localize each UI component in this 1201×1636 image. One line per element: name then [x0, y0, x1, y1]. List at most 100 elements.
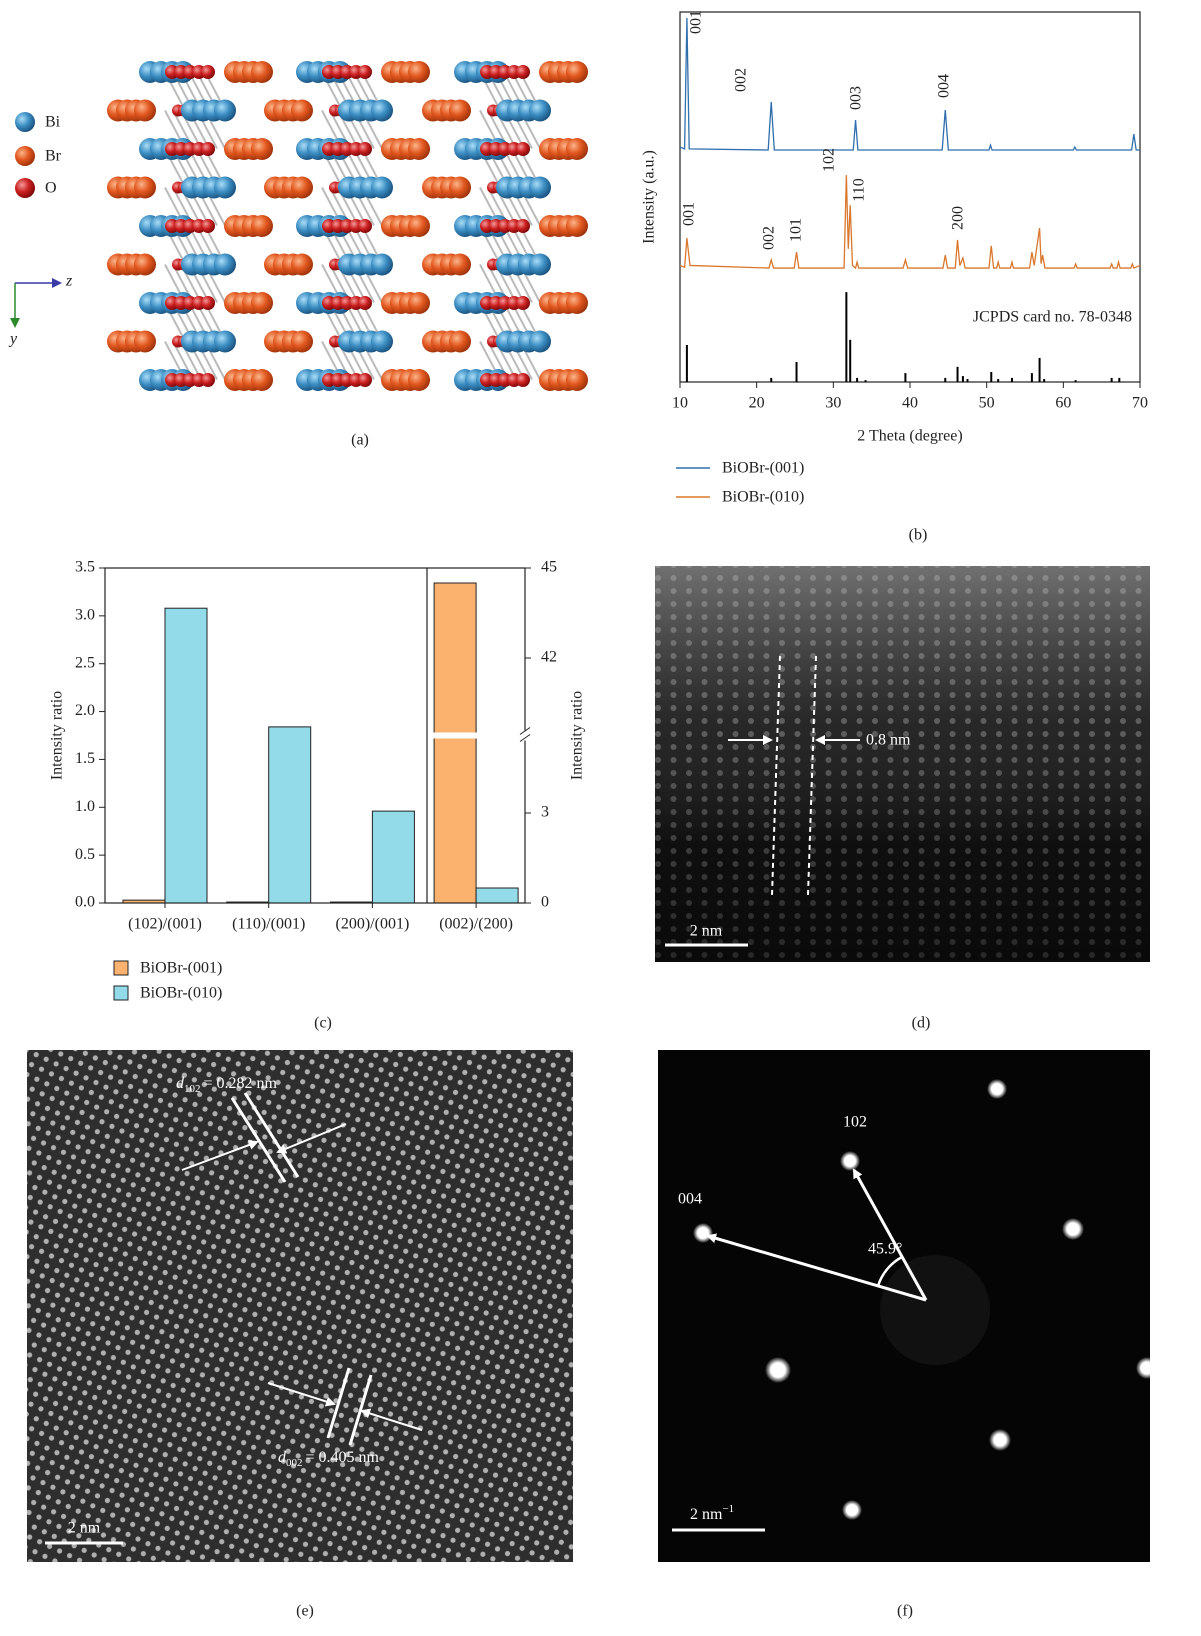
- spacing-label: 0.8 nm: [866, 732, 911, 749]
- y-tick-label: 2.0: [75, 702, 95, 719]
- atom: [566, 138, 588, 160]
- diffraction-spot: [842, 1500, 862, 1520]
- x-tick-label: (102)/(001): [128, 916, 202, 933]
- atom: [566, 369, 588, 391]
- atom: [251, 215, 273, 237]
- atom: [134, 331, 156, 353]
- y2-tick-label: 42: [541, 649, 557, 666]
- y-tick-label: 0.5: [75, 846, 95, 863]
- caption: (e): [296, 1603, 314, 1620]
- y-tick-label: 1.5: [75, 750, 95, 767]
- diffraction-spot: [765, 1357, 791, 1383]
- peak-label: 004: [936, 74, 953, 98]
- peak-label: 001: [681, 202, 698, 226]
- x-tick-label: 10: [672, 395, 688, 412]
- legend-label: O: [45, 180, 57, 197]
- y-axis-label: Intensity ratio: [49, 691, 66, 780]
- atom: [251, 369, 273, 391]
- caption: (c): [314, 1015, 332, 1032]
- atom: [529, 100, 551, 122]
- bar: [434, 583, 476, 903]
- atom: [516, 219, 530, 233]
- legend-swatch: [114, 986, 128, 1000]
- atom: [214, 177, 236, 199]
- tem-image: 0.8 nm 2 nm: [655, 566, 1150, 962]
- bar: [269, 727, 311, 903]
- legend-sphere: [15, 112, 35, 132]
- atom: [201, 142, 215, 156]
- y2-tick-label: 3: [541, 804, 549, 821]
- x-tick-label: 40: [902, 395, 918, 412]
- legend-sphere: [15, 178, 35, 198]
- x-tick-label: (200)/(001): [336, 916, 410, 933]
- atom: [214, 331, 236, 353]
- x-tick-label: (002)/(200): [439, 916, 513, 933]
- y-tick-label: 1.0: [75, 798, 95, 815]
- atom: [134, 254, 156, 276]
- x-tick-label: 50: [979, 395, 995, 412]
- atom: [516, 296, 530, 310]
- atom: [408, 369, 430, 391]
- legend-label: BiOBr-(001): [140, 960, 222, 977]
- subscript: 102: [184, 1083, 201, 1095]
- peak-label: 003: [848, 86, 865, 110]
- atom: [449, 331, 471, 353]
- diffraction-spot: [1062, 1218, 1084, 1240]
- y-tick-label: 3.5: [75, 559, 95, 576]
- subscript: 002: [286, 1457, 303, 1469]
- atom: [408, 292, 430, 314]
- diffraction-spot: [987, 1079, 1007, 1099]
- x-axis-label: 2 Theta (degree): [857, 428, 962, 445]
- atom: [516, 142, 530, 156]
- y2-tick-label: 0: [541, 894, 549, 911]
- scale-text: 2 nm: [690, 1506, 723, 1523]
- x-tick-label: 70: [1132, 395, 1148, 412]
- atom: [408, 138, 430, 160]
- diffraction-spot: [989, 1429, 1011, 1451]
- spot-label: 102: [843, 1114, 867, 1131]
- y-axis-label: Intensity (a.u.): [641, 150, 658, 244]
- image-shading: [655, 566, 1150, 962]
- atom: [371, 331, 393, 353]
- atom: [566, 215, 588, 237]
- y2-axis-label: Intensity ratio: [569, 691, 586, 780]
- x-tick-label: 20: [749, 395, 765, 412]
- atom: [291, 177, 313, 199]
- atom: [566, 61, 588, 83]
- spot-label: 004: [678, 1191, 702, 1208]
- diffraction-spot: [840, 1151, 860, 1171]
- saed-image: 102 004 45.9° 2 nm−1: [658, 1050, 1158, 1562]
- atom: [291, 254, 313, 276]
- atom: [449, 254, 471, 276]
- atom: [291, 100, 313, 122]
- atom: [566, 292, 588, 314]
- angle-label: 45.9°: [868, 1241, 902, 1258]
- scale-label: 2 nm: [690, 923, 723, 940]
- hrtem-image: d102= 0.282 nm d002= 0.405 nm 2 nm: [27, 1050, 573, 1562]
- legend-label: BiOBr-(001): [722, 460, 804, 477]
- atom: [358, 142, 372, 156]
- peak-label: 001: [688, 10, 705, 34]
- figure: Bi Br O z y (a) 0.8 nm 2 nm (d) d102= 0.…: [0, 0, 1201, 1636]
- atom: [516, 65, 530, 79]
- value: = 0.282 nm: [204, 1075, 278, 1092]
- atom: [201, 219, 215, 233]
- atom: [408, 215, 430, 237]
- atom: [529, 177, 551, 199]
- bar: [165, 608, 207, 903]
- x-tick-label: 30: [825, 395, 841, 412]
- peak-label: 102: [821, 148, 838, 172]
- x-tick-label: 60: [1055, 395, 1071, 412]
- atom: [201, 65, 215, 79]
- atom: [291, 331, 313, 353]
- plot-frame: [680, 12, 1140, 382]
- caption: (a): [351, 432, 369, 449]
- legend-sphere: [15, 146, 35, 166]
- peak-label: 101: [788, 218, 805, 242]
- atom: [408, 61, 430, 83]
- atom: [251, 61, 273, 83]
- atom: [371, 100, 393, 122]
- value: = 0.405 nm: [306, 1449, 380, 1466]
- caption: (b): [909, 527, 928, 544]
- y-tick-label: 2.5: [75, 654, 95, 671]
